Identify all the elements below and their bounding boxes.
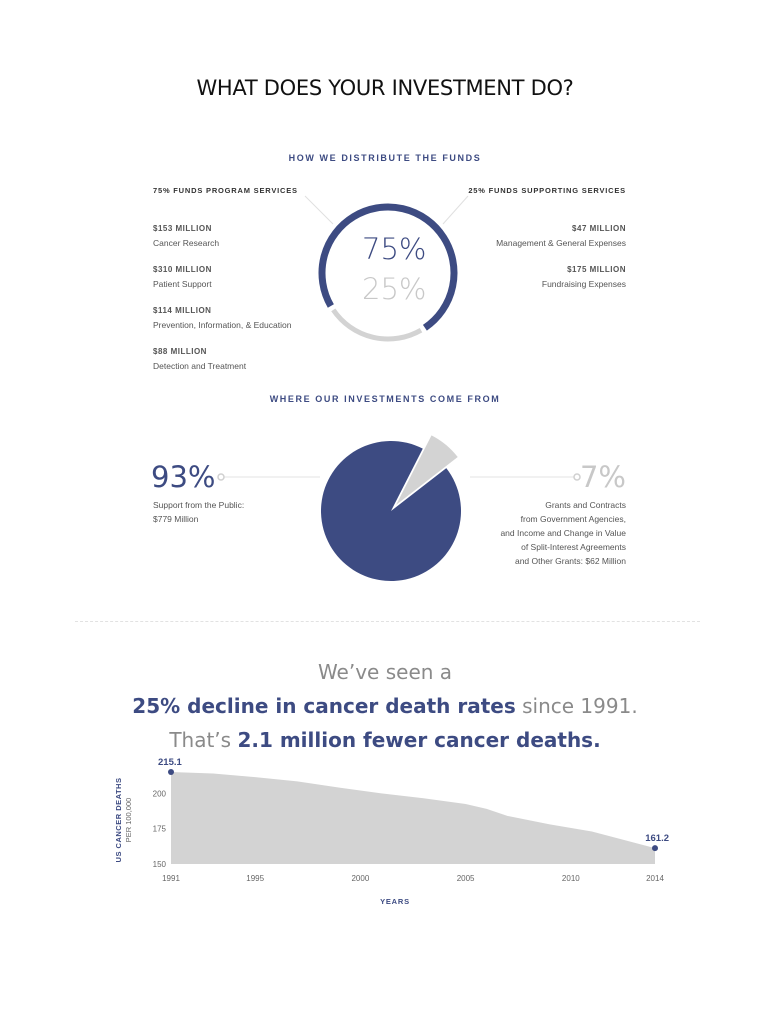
sources-left-dot — [217, 473, 225, 481]
headline-line-2-rest: since 1991. — [515, 694, 638, 718]
program-label-3: Prevention, Information, & Education — [153, 320, 292, 330]
program-label-2: Patient Support — [153, 279, 212, 289]
program-amount-3: $114 MILLION — [153, 306, 212, 315]
pie-slice-grants — [396, 435, 458, 505]
sources-left-line-2: $779 Million — [153, 514, 199, 524]
y-axis-sublabel: PER 100,000 — [124, 798, 133, 843]
sources-left-percent: 93% — [151, 460, 216, 494]
x-tick-label: 2010 — [562, 874, 580, 883]
program-connector-line — [304, 195, 334, 225]
supporting-connector-line — [442, 195, 469, 225]
sources-right-line-4: of Split-Interest Agreements — [521, 542, 626, 552]
headline-line-1: We’ve seen a — [317, 660, 453, 684]
x-tick-label: 1991 — [162, 874, 180, 883]
supporting-label-2: Fundraising Expenses — [541, 279, 626, 289]
x-tick-label: 2000 — [351, 874, 369, 883]
donut-connectors — [304, 195, 469, 225]
x-tick-label: 2005 — [457, 874, 475, 883]
sources-left-line-1: Support from the Public: — [153, 500, 245, 510]
headline-line-3-pre: That’s — [169, 728, 238, 752]
annotation-dot-2 — [652, 845, 658, 852]
death-rate-area — [171, 772, 655, 864]
donut-center-primary: 75% — [362, 232, 427, 266]
donut-segment-2 — [331, 308, 423, 342]
headline-line-2: 25% decline in cancer death rates since … — [0, 694, 770, 718]
sources-right-line-1: Grants and Contracts — [545, 500, 626, 510]
sources-heading: WHERE OUR INVESTMENTS COME FROM — [269, 394, 501, 404]
x-tick-label: 2014 — [646, 874, 664, 883]
program-label-4: Detection and Treatment — [153, 361, 247, 371]
page-title: WHAT DOES YOUR INVESTMENT DO? — [196, 76, 574, 100]
sources-pie — [217, 435, 581, 581]
y-tick-label: 175 — [153, 825, 167, 834]
y-axis-label: US CANCER DEATHS — [114, 778, 123, 863]
pie-slice-public — [321, 441, 461, 581]
sources-right-percent: 7% — [579, 460, 626, 494]
y-tick-label: 200 — [153, 789, 167, 798]
supporting-amount-1: $47 MILLION — [572, 224, 626, 233]
sources-right-line-2: from Government Agencies, — [520, 514, 626, 524]
program-amount-1: $153 MILLION — [153, 224, 212, 233]
distribution-donut — [318, 203, 458, 342]
donut-center-secondary: 25% — [362, 272, 427, 306]
x-axis-label: YEARS — [380, 897, 410, 906]
headline-line-3-bold: 2.1 million fewer cancer deaths. — [237, 728, 601, 752]
sources-right-line-5: and Other Grants: $62 Million — [514, 556, 626, 566]
section-divider — [75, 621, 700, 622]
distribution-heading: HOW WE DISTRIBUTE THE FUNDS — [288, 153, 482, 163]
sources-right-line-3: and Income and Change in Value — [500, 528, 626, 538]
death-rate-chart: 150 175 200 1991 1995 2000 2005 2010 2014 YEARS US… — [114, 757, 669, 906]
sources-right-dot — [573, 473, 581, 481]
program-label-1: Cancer Research — [153, 238, 220, 248]
annotation-dot-1 — [168, 769, 174, 775]
headline-line-3: That’s 2.1 million fewer cancer deaths. — [0, 728, 770, 752]
annotation-label-1: 215.1 — [158, 757, 182, 768]
supporting-label-1: Management & General Expenses — [496, 238, 626, 248]
supporting-heading: 25% FUNDS SUPPORTING SERVICES — [468, 186, 626, 195]
supporting-amount-2: $175 MILLION — [567, 265, 626, 274]
y-tick-label: 150 — [153, 860, 167, 869]
donut-segment-1 — [318, 203, 458, 331]
x-tick-label: 1995 — [246, 874, 264, 883]
program-heading: 75% FUNDS PROGRAM SERVICES — [153, 186, 298, 195]
headline-line-2-bold: 25% decline in cancer death rates — [132, 694, 516, 718]
annotation-label-2: 161.2 — [645, 833, 669, 844]
program-amount-2: $310 MILLION — [153, 265, 212, 274]
program-amount-4: $88 MILLION — [153, 347, 207, 356]
